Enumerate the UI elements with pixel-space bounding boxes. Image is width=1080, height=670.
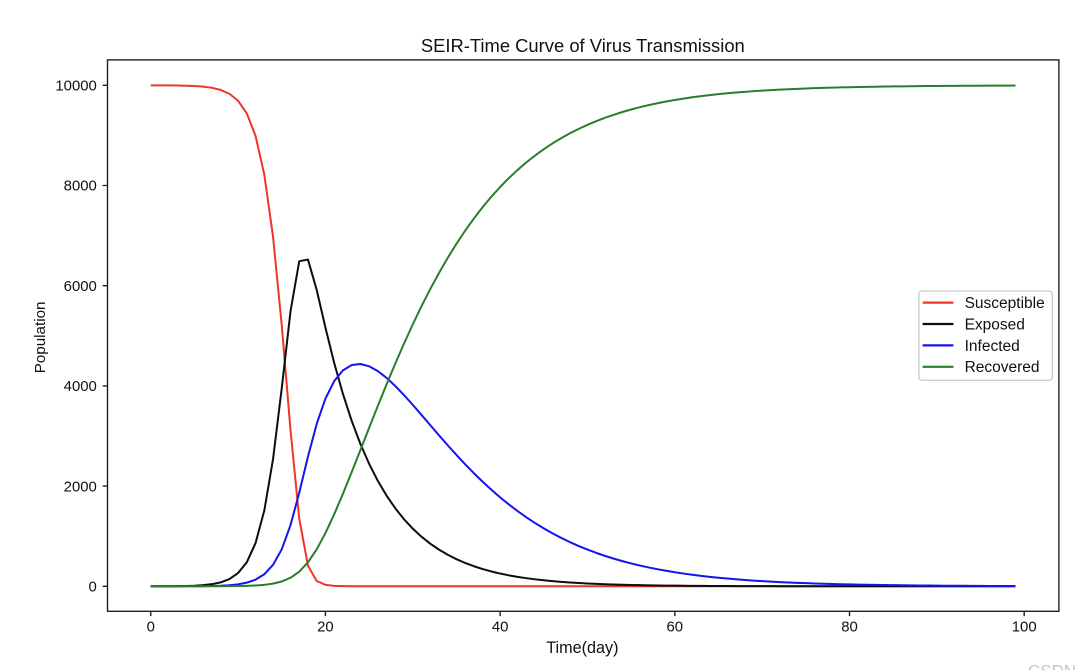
svg-text:80: 80 bbox=[841, 620, 858, 636]
svg-text:0: 0 bbox=[147, 620, 155, 636]
svg-text:Recovered: Recovered bbox=[965, 359, 1040, 376]
svg-text:6000: 6000 bbox=[64, 279, 97, 295]
svg-text:CSDN @W: CSDN @W bbox=[1028, 661, 1080, 670]
svg-text:4000: 4000 bbox=[64, 379, 97, 395]
svg-text:Population: Population bbox=[32, 302, 49, 374]
svg-text:8000: 8000 bbox=[64, 179, 97, 195]
svg-text:Infected: Infected bbox=[965, 338, 1020, 355]
svg-text:Time(day): Time(day) bbox=[546, 639, 618, 657]
svg-text:2000: 2000 bbox=[64, 479, 97, 495]
svg-text:0: 0 bbox=[89, 580, 97, 596]
svg-text:20: 20 bbox=[317, 620, 334, 636]
svg-text:10000: 10000 bbox=[55, 79, 96, 95]
svg-text:40: 40 bbox=[492, 620, 509, 636]
svg-text:SEIR-Time Curve of Virus Trans: SEIR-Time Curve of Virus Transmission bbox=[421, 35, 745, 56]
svg-text:Exposed: Exposed bbox=[965, 316, 1025, 333]
svg-text:Susceptible: Susceptible bbox=[965, 295, 1045, 312]
svg-text:100: 100 bbox=[1012, 620, 1037, 636]
svg-text:60: 60 bbox=[667, 620, 684, 636]
